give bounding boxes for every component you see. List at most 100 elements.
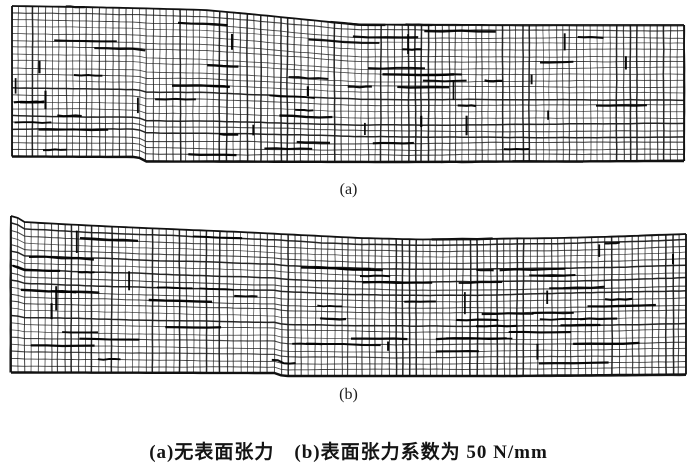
panel-label-b: (b) bbox=[339, 386, 358, 403]
mesh-line bbox=[188, 153, 237, 157]
mesh-line bbox=[515, 238, 519, 376]
mesh-line bbox=[307, 235, 309, 377]
mesh-line bbox=[232, 231, 234, 373]
mesh-line bbox=[669, 24, 672, 162]
mesh-line bbox=[387, 24, 390, 163]
mesh-line bbox=[125, 7, 127, 157]
mesh-line bbox=[563, 237, 567, 376]
mesh-line bbox=[10, 329, 687, 340]
mesh-line bbox=[156, 286, 193, 290]
mesh-line bbox=[662, 24, 665, 162]
mesh-line bbox=[192, 235, 243, 240]
mesh-line bbox=[582, 25, 585, 162]
mesh-line bbox=[264, 147, 313, 151]
mesh-line bbox=[12, 155, 684, 164]
mesh-line bbox=[374, 24, 376, 162]
mesh-line bbox=[314, 235, 317, 376]
mesh-line bbox=[104, 226, 106, 373]
mesh-line bbox=[562, 25, 564, 162]
mesh-line bbox=[622, 24, 625, 162]
mesh-line bbox=[532, 311, 574, 315]
mesh-line bbox=[218, 231, 221, 373]
mesh-line bbox=[422, 239, 424, 377]
mesh-panel-a bbox=[11, 5, 686, 164]
mesh-line bbox=[351, 337, 408, 341]
mesh-line bbox=[266, 233, 268, 374]
mesh-line bbox=[50, 290, 100, 294]
mesh-line bbox=[422, 79, 467, 83]
mesh-line bbox=[300, 266, 371, 271]
mesh-line bbox=[602, 24, 604, 162]
mesh-line bbox=[319, 21, 322, 162]
mesh-line bbox=[37, 222, 40, 373]
mesh-line bbox=[117, 226, 120, 373]
mesh-line bbox=[71, 6, 74, 157]
mesh-line bbox=[300, 235, 302, 376]
mesh-line bbox=[17, 217, 19, 373]
mesh-line bbox=[347, 85, 372, 89]
mesh-line bbox=[79, 237, 139, 243]
mesh-line bbox=[152, 8, 155, 162]
mesh-line bbox=[397, 85, 450, 89]
mesh-line bbox=[11, 101, 684, 113]
mesh-line bbox=[489, 238, 492, 377]
mesh-line bbox=[664, 234, 667, 375]
panel-label-a: (a) bbox=[339, 181, 358, 198]
mesh-line bbox=[177, 21, 228, 27]
mesh-line bbox=[481, 312, 534, 316]
mesh-line bbox=[44, 223, 46, 373]
mesh-line bbox=[85, 7, 88, 157]
mesh-line bbox=[476, 268, 494, 272]
mesh-line bbox=[455, 318, 499, 322]
mesh-line bbox=[435, 239, 438, 377]
mesh-line bbox=[11, 114, 685, 127]
mesh-line bbox=[529, 238, 532, 376]
mesh-line bbox=[424, 29, 496, 33]
mesh-line bbox=[548, 24, 550, 162]
mesh-line bbox=[292, 342, 323, 346]
mesh-line bbox=[514, 24, 517, 162]
mesh-line bbox=[454, 24, 457, 162]
mesh-line bbox=[288, 76, 329, 80]
mesh-line bbox=[269, 94, 315, 100]
mesh-line bbox=[400, 24, 403, 162]
mesh-line bbox=[320, 317, 347, 321]
mesh-line bbox=[677, 234, 681, 375]
mesh-line bbox=[528, 24, 531, 162]
mesh-line bbox=[10, 264, 687, 284]
mesh-line bbox=[539, 60, 574, 64]
mesh-line bbox=[359, 274, 391, 278]
mesh-line bbox=[84, 225, 86, 373]
mesh-line bbox=[11, 371, 687, 378]
mesh-line bbox=[158, 8, 161, 162]
mesh-line bbox=[333, 22, 336, 162]
mesh-line bbox=[148, 298, 213, 303]
mesh-line bbox=[280, 17, 283, 162]
mesh-line bbox=[252, 232, 255, 374]
mesh-line bbox=[434, 24, 437, 162]
mesh-line bbox=[589, 24, 592, 162]
mesh-line bbox=[374, 238, 376, 377]
mesh-line bbox=[94, 47, 146, 52]
mesh-line bbox=[347, 23, 350, 162]
mesh-line bbox=[361, 238, 364, 377]
mesh-line bbox=[57, 114, 82, 118]
mesh-line bbox=[420, 24, 423, 162]
mesh-line bbox=[487, 24, 490, 162]
mesh-line bbox=[317, 304, 343, 308]
mesh-line bbox=[118, 7, 121, 157]
mesh-line bbox=[259, 232, 262, 374]
mesh-line bbox=[11, 121, 685, 133]
mesh-line bbox=[62, 331, 99, 334]
mesh-line bbox=[56, 223, 60, 373]
mesh-line bbox=[11, 5, 684, 26]
mesh-line bbox=[604, 241, 620, 245]
mesh-line bbox=[172, 84, 230, 88]
figure-caption: (a)无表面张力 (b)表面张力系数为 50 N/mm bbox=[149, 442, 548, 463]
mesh-line bbox=[11, 87, 685, 102]
mesh-line bbox=[43, 148, 67, 152]
mesh-line bbox=[629, 24, 632, 162]
mesh-line bbox=[481, 24, 483, 162]
mesh-line bbox=[556, 24, 558, 162]
